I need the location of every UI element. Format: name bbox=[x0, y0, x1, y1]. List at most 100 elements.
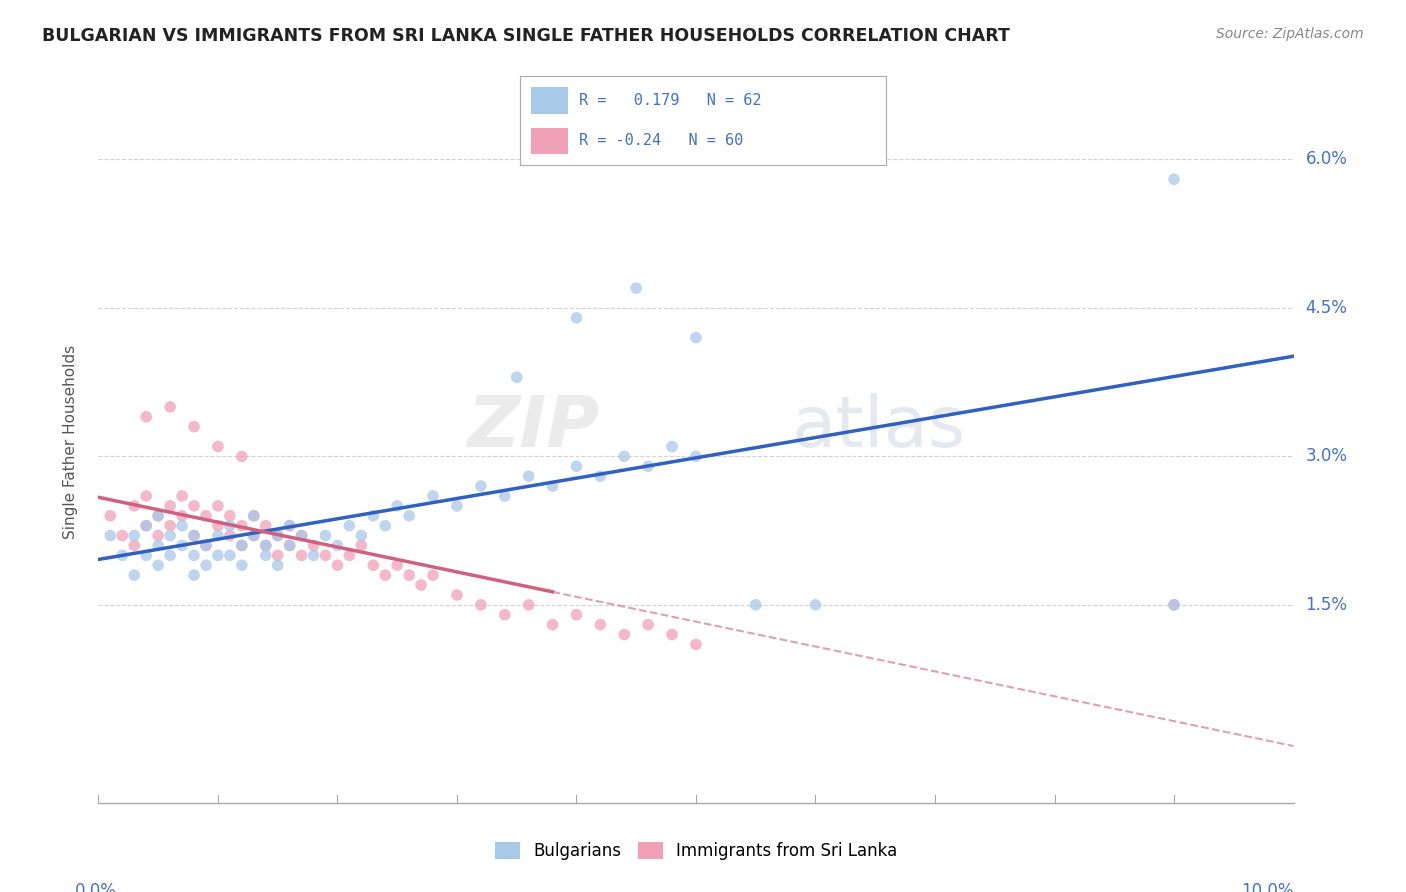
Point bbox=[148, 539, 170, 553]
Point bbox=[350, 539, 373, 553]
Point bbox=[398, 508, 420, 523]
Text: 0.0%: 0.0% bbox=[75, 882, 117, 892]
Point bbox=[506, 370, 529, 384]
Text: atlas: atlas bbox=[792, 392, 966, 461]
Point bbox=[148, 508, 170, 523]
Text: R = -0.24   N = 60: R = -0.24 N = 60 bbox=[579, 134, 742, 148]
Text: 6.0%: 6.0% bbox=[1306, 151, 1347, 169]
Point bbox=[374, 518, 396, 533]
Point bbox=[183, 568, 205, 582]
Point bbox=[517, 469, 540, 483]
Point bbox=[350, 528, 373, 542]
Text: 3.0%: 3.0% bbox=[1306, 448, 1347, 466]
Point bbox=[470, 598, 492, 612]
Point bbox=[243, 528, 266, 542]
Point bbox=[183, 549, 205, 563]
Point bbox=[231, 518, 253, 533]
Text: R =   0.179   N = 62: R = 0.179 N = 62 bbox=[579, 94, 761, 108]
Point bbox=[804, 598, 827, 612]
Y-axis label: Single Father Households: Single Father Households bbox=[63, 344, 77, 539]
Point bbox=[172, 489, 194, 503]
Point bbox=[111, 528, 134, 542]
Point bbox=[411, 578, 433, 592]
Point bbox=[195, 539, 218, 553]
Point bbox=[183, 499, 205, 513]
Point bbox=[339, 518, 361, 533]
Point bbox=[494, 607, 516, 622]
Point bbox=[98, 528, 122, 542]
Point bbox=[494, 489, 516, 503]
Point bbox=[159, 528, 181, 542]
Point bbox=[219, 528, 242, 542]
Point bbox=[135, 409, 157, 424]
Point bbox=[267, 549, 290, 563]
Text: 1.5%: 1.5% bbox=[1306, 596, 1347, 614]
Point bbox=[589, 469, 612, 483]
Point bbox=[159, 549, 181, 563]
Point bbox=[207, 440, 229, 454]
Point bbox=[267, 558, 290, 573]
Point bbox=[231, 539, 253, 553]
Point bbox=[315, 528, 337, 542]
Point bbox=[243, 508, 266, 523]
Text: 10.0%: 10.0% bbox=[1241, 882, 1294, 892]
Point bbox=[111, 549, 134, 563]
Point bbox=[219, 549, 242, 563]
Point bbox=[278, 539, 301, 553]
Point bbox=[231, 558, 253, 573]
Point bbox=[541, 617, 564, 632]
Legend: Bulgarians, Immigrants from Sri Lanka: Bulgarians, Immigrants from Sri Lanka bbox=[488, 835, 904, 867]
Point bbox=[148, 558, 170, 573]
Point bbox=[291, 528, 314, 542]
Point bbox=[685, 450, 707, 464]
Point bbox=[385, 558, 409, 573]
Point bbox=[195, 508, 218, 523]
Point bbox=[135, 549, 157, 563]
Point bbox=[231, 539, 253, 553]
Point bbox=[291, 549, 314, 563]
Point bbox=[124, 499, 146, 513]
Point bbox=[124, 528, 146, 542]
Point bbox=[254, 518, 277, 533]
Point bbox=[183, 528, 205, 542]
Point bbox=[613, 627, 636, 641]
Point bbox=[589, 617, 612, 632]
Point bbox=[565, 459, 588, 474]
Point bbox=[219, 508, 242, 523]
Point bbox=[195, 558, 218, 573]
Point bbox=[291, 528, 314, 542]
Point bbox=[172, 508, 194, 523]
Text: BULGARIAN VS IMMIGRANTS FROM SRI LANKA SINGLE FATHER HOUSEHOLDS CORRELATION CHAR: BULGARIAN VS IMMIGRANTS FROM SRI LANKA S… bbox=[42, 27, 1010, 45]
Point bbox=[374, 568, 396, 582]
Point bbox=[148, 508, 170, 523]
Point bbox=[685, 637, 707, 651]
Bar bbox=[531, 87, 568, 114]
Point bbox=[278, 518, 301, 533]
Point bbox=[254, 539, 277, 553]
Point bbox=[339, 549, 361, 563]
Point bbox=[278, 518, 301, 533]
Point bbox=[446, 499, 468, 513]
Point bbox=[98, 508, 122, 523]
Point bbox=[1163, 172, 1185, 186]
Point bbox=[148, 528, 170, 542]
Point bbox=[219, 518, 242, 533]
Point bbox=[231, 450, 253, 464]
Point bbox=[172, 518, 194, 533]
Point bbox=[422, 568, 444, 582]
Point bbox=[326, 539, 349, 553]
Point bbox=[541, 479, 564, 493]
Bar bbox=[531, 128, 568, 154]
Point bbox=[159, 400, 181, 414]
Point bbox=[385, 499, 409, 513]
Point bbox=[302, 549, 325, 563]
Point bbox=[159, 499, 181, 513]
Point bbox=[207, 549, 229, 563]
Point bbox=[626, 281, 648, 295]
Point bbox=[302, 539, 325, 553]
Point bbox=[363, 508, 385, 523]
Point bbox=[135, 518, 157, 533]
Point bbox=[267, 528, 290, 542]
Point bbox=[124, 568, 146, 582]
Point bbox=[398, 568, 420, 582]
